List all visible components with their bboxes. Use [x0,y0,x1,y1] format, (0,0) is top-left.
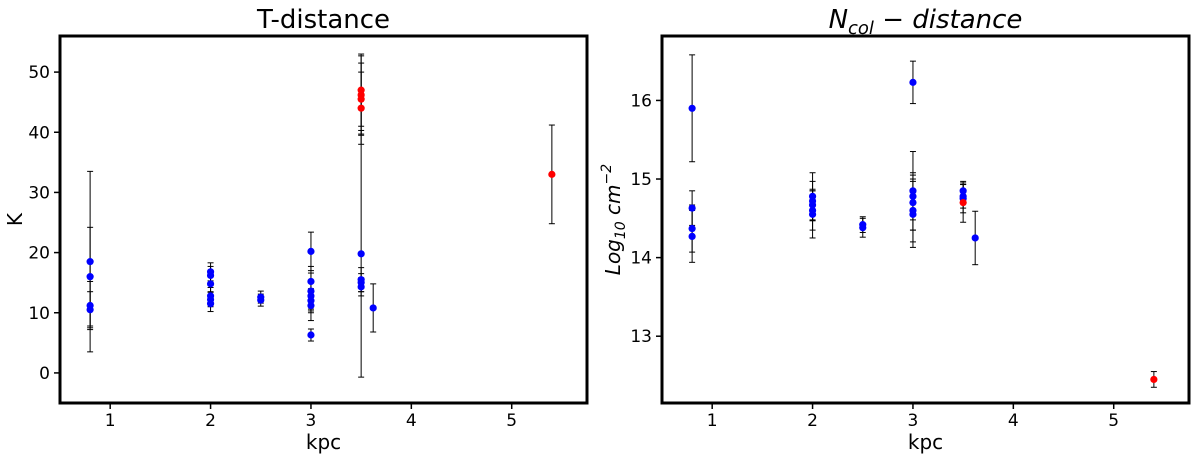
y-tick-label: 0 [39,364,50,384]
chart-title: T-distance [256,5,390,35]
data-point-blue [859,224,867,232]
data-point-blue [971,234,979,242]
data-point-blue [909,192,917,200]
x-tick-label: 2 [205,411,216,431]
data-point-blue [86,306,94,314]
data-point-blue [357,283,365,291]
x-tick-label: 5 [506,411,517,431]
data-point-blue [808,210,817,218]
data-point-red [1150,375,1158,384]
data-point-blue [688,232,696,240]
y-tick-label: 20 [28,244,50,264]
x-tick-label: 3 [908,411,919,431]
y-tick-label: 16 [630,91,652,111]
x-tick-label: 4 [406,411,417,431]
plot-frame [660,34,1191,405]
data-point-blue [206,280,215,288]
ncol-distance-chart: 1 2 3 4 5 13 14 15 16 kpc Ncol − distance Log10 cm−… [599,5,1191,454]
data-point-red [548,170,556,178]
data-point-blue [688,204,696,212]
x-tick-label: 5 [1108,411,1119,431]
data-point-red [357,95,365,103]
data-point-blue [909,187,917,195]
plot-frame [58,34,589,405]
x-tick-label: 4 [1008,411,1019,431]
data-point-blue [909,199,917,207]
data-point-blue [357,250,365,258]
data-point-red [357,104,365,112]
y-axis-label: K [3,212,27,226]
data-point-blue [909,210,917,218]
data-point-blue [86,273,94,281]
data-point-blue [307,301,315,310]
y-tick-label: 50 [28,63,50,83]
data-point-blue [369,304,377,312]
data-point-blue [206,271,215,280]
data-point-blue [909,78,917,86]
x-axis-label: kpc [908,430,943,454]
y-axis-label: Log10 cm−2 [599,164,629,275]
data-point-blue [86,258,94,266]
y-tick-label: 13 [630,327,652,347]
data-point-blue [688,224,696,233]
data-point-blue [206,300,215,308]
y-tick-label: 14 [630,249,652,269]
data-point-red [959,199,967,207]
x-tick-label: 1 [707,411,718,431]
y-tick-label: 30 [28,183,50,203]
data-point-blue [959,187,967,195]
data-point-blue [257,296,265,304]
data-point-blue [688,104,696,112]
x-tick-label: 2 [807,411,818,431]
data-point-blue [307,247,315,255]
y-tick-label: 40 [28,123,50,143]
x-tick-label: 1 [105,411,116,431]
y-tick-label: 10 [28,304,50,324]
x-axis-label: kpc [306,430,341,454]
data-point-blue [307,331,315,339]
data-point-blue [307,277,315,286]
x-tick-label: 3 [306,411,317,431]
chart-title: Ncol − distance [829,5,1023,39]
y-tick-label: 15 [630,170,652,190]
data-point-blue [808,201,817,209]
